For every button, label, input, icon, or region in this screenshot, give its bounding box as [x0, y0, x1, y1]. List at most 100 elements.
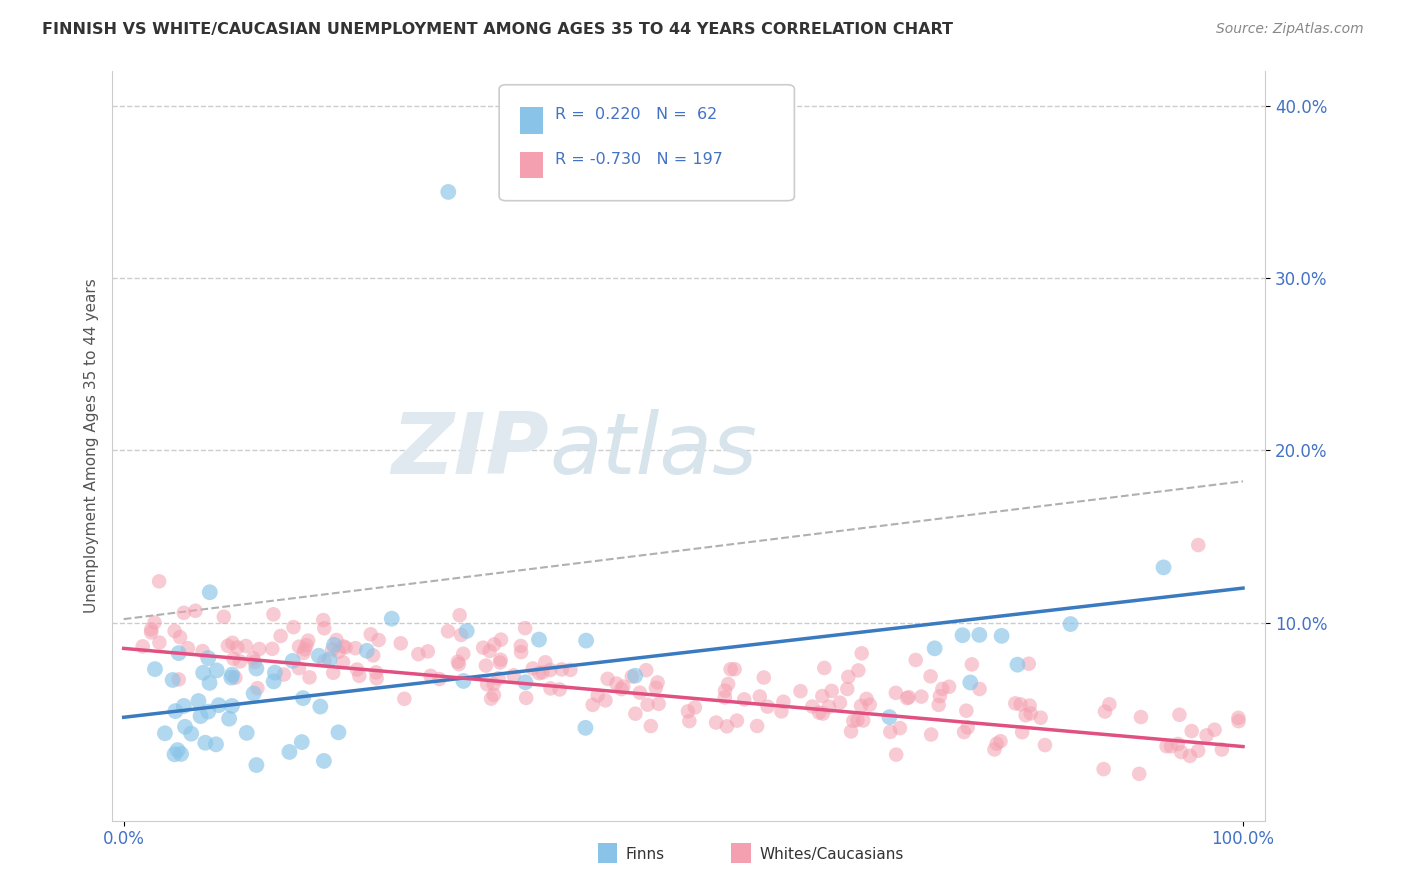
Point: [419, 669, 441, 683]
Point: [605, 676, 627, 690]
Point: [1181, 724, 1204, 739]
Point: [1019, 706, 1042, 721]
Point: [325, 632, 347, 647]
Point: [180, 726, 202, 740]
Point: [852, 714, 875, 728]
Point: [328, 725, 350, 739]
Point: [586, 689, 609, 703]
Point: [1130, 710, 1153, 724]
Point: [472, 640, 495, 655]
Point: [1156, 739, 1178, 754]
Point: [624, 669, 647, 683]
Point: [349, 669, 371, 683]
Text: Source: ZipAtlas.com: Source: ZipAtlas.com: [1216, 22, 1364, 37]
Point: [308, 648, 330, 663]
Point: [245, 758, 267, 772]
Point: [294, 642, 316, 657]
Point: [344, 641, 367, 656]
Point: [846, 713, 869, 727]
Point: [273, 667, 295, 681]
Point: [1167, 737, 1189, 751]
Point: [1128, 767, 1150, 781]
Point: [449, 608, 471, 623]
Point: [1004, 697, 1026, 711]
Point: [221, 698, 243, 713]
Point: [270, 629, 292, 643]
Point: [953, 725, 976, 739]
Point: [197, 705, 219, 719]
Point: [969, 628, 991, 642]
Point: [636, 663, 658, 677]
Point: [1059, 617, 1081, 632]
Point: [811, 689, 834, 703]
Point: [955, 704, 977, 718]
Point: [748, 690, 770, 704]
Point: [456, 624, 478, 638]
Point: [475, 658, 498, 673]
Point: [367, 632, 389, 647]
Point: [1033, 738, 1056, 752]
Point: [163, 747, 186, 762]
Point: [846, 664, 869, 678]
Point: [148, 574, 170, 589]
Point: [1195, 728, 1218, 742]
Point: [447, 655, 470, 669]
Point: [884, 686, 907, 700]
Point: [177, 641, 200, 656]
Point: [1211, 742, 1233, 756]
Point: [292, 691, 315, 706]
Point: [173, 698, 195, 713]
Point: [1187, 744, 1209, 758]
Point: [394, 691, 416, 706]
Point: [321, 642, 343, 657]
Point: [1007, 657, 1029, 672]
Point: [312, 754, 335, 768]
Point: [451, 647, 474, 661]
Point: [314, 621, 336, 635]
Point: [884, 747, 907, 762]
Point: [366, 672, 388, 686]
Point: [595, 693, 617, 707]
Point: [141, 623, 163, 637]
Point: [281, 654, 304, 668]
Point: [360, 627, 382, 641]
Point: [263, 674, 285, 689]
Point: [1178, 748, 1201, 763]
Point: [849, 698, 872, 713]
Point: [288, 661, 311, 675]
Point: [447, 657, 470, 672]
Point: [920, 727, 942, 741]
Point: [772, 695, 794, 709]
Point: [628, 686, 651, 700]
Point: [217, 639, 239, 653]
Point: [889, 721, 911, 735]
Point: [166, 743, 188, 757]
Point: [959, 675, 981, 690]
Text: atlas: atlas: [548, 409, 756, 491]
Point: [596, 672, 619, 686]
Point: [910, 690, 932, 704]
Point: [262, 641, 284, 656]
Point: [245, 661, 267, 675]
Point: [222, 652, 245, 666]
Point: [929, 689, 952, 703]
Point: [148, 635, 170, 649]
Point: [610, 682, 633, 697]
Point: [752, 671, 775, 685]
Point: [924, 641, 946, 656]
Point: [1160, 739, 1182, 754]
Point: [714, 683, 737, 698]
Point: [522, 661, 544, 675]
Point: [1018, 698, 1040, 713]
Point: [1094, 705, 1116, 719]
Point: [624, 706, 647, 721]
Point: [416, 644, 439, 658]
Point: [647, 697, 669, 711]
Point: [550, 662, 572, 676]
Point: [198, 676, 221, 690]
Point: [1153, 560, 1175, 574]
Point: [828, 696, 851, 710]
Text: Whites/Caucasians: Whites/Caucasians: [759, 847, 904, 863]
Point: [167, 646, 190, 660]
Point: [218, 712, 240, 726]
